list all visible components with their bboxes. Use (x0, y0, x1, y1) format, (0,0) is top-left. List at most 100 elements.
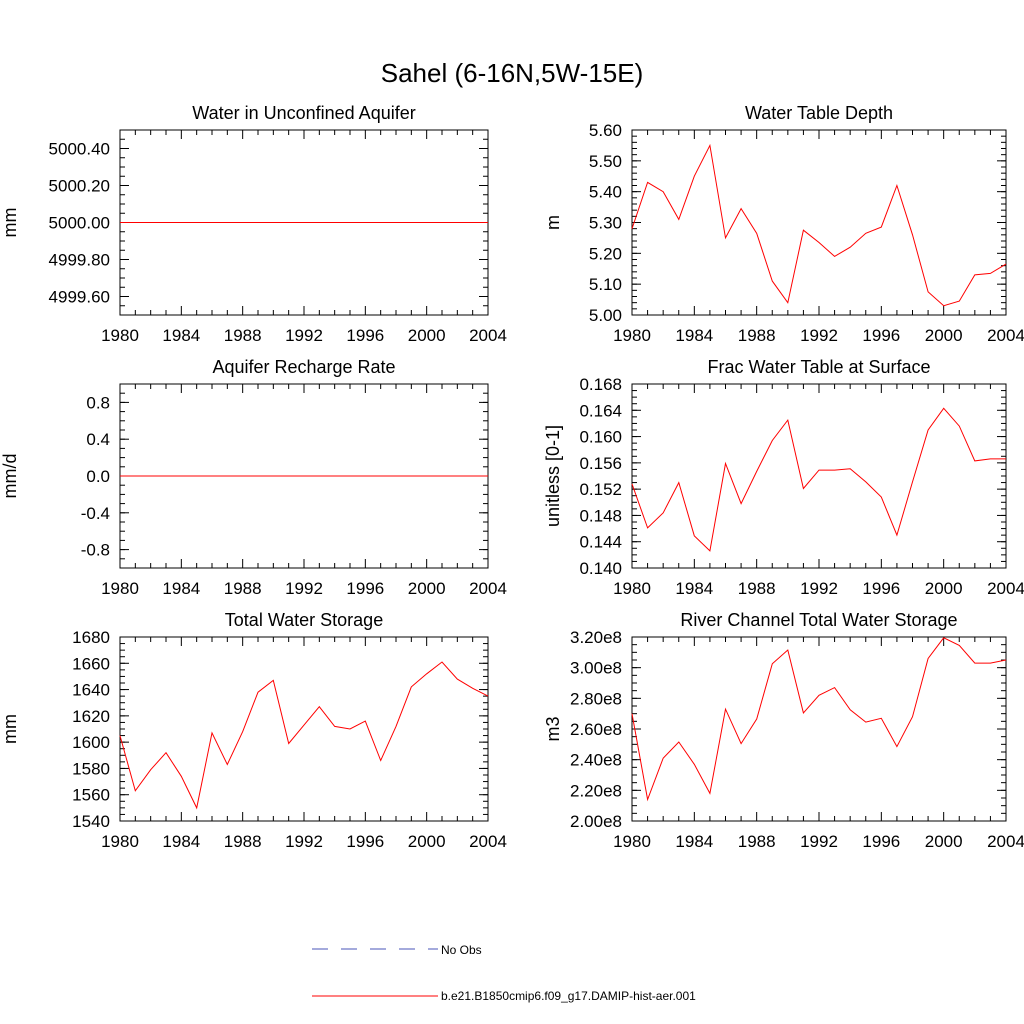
y-axis-label: mm (0, 208, 20, 238)
legend-label-model-run: b.e21.B1850cmip6.f09_g17.DAMIP-hist-aer.… (441, 989, 696, 1003)
x-tick-label: 1996 (346, 326, 384, 345)
x-tick-label: 2004 (987, 579, 1024, 598)
x-tick-label: 2000 (925, 832, 963, 851)
figure-title: Sahel (6-16N,5W-15E) (381, 58, 644, 88)
x-tick-label: 2004 (987, 326, 1024, 345)
x-tick-label: 1980 (613, 832, 651, 851)
x-tick-label: 2004 (469, 326, 507, 345)
y-tick-label: 2.00e8 (570, 812, 622, 831)
x-tick-label: 1988 (224, 832, 262, 851)
panel-total-water-storage: Total Water Storage 1980 1984 1988 1992 1996 2… (0, 610, 507, 851)
x-tick-label: 1996 (346, 579, 384, 598)
y-tick-label: 1560 (72, 786, 110, 805)
y-tick-label: 0.140 (579, 559, 622, 578)
y-axis-label: mm (0, 714, 20, 744)
y-tick-label: 1680 (72, 628, 110, 647)
x-tick-label: 2004 (469, 579, 507, 598)
y-tick-label: 4999.80 (49, 251, 110, 270)
y-tick-label: 0.160 (579, 428, 622, 447)
y-tick-label: 1640 (72, 681, 110, 700)
y-axis-label: m3 (543, 716, 563, 741)
x-tick-label: 1988 (738, 579, 776, 598)
y-tick-label: 3.20e8 (570, 628, 622, 647)
y-tick-label: 0.8 (86, 393, 110, 412)
x-tick-label: 1980 (101, 326, 139, 345)
x-tick-label: 1988 (224, 579, 262, 598)
y-tick-label: 1580 (72, 759, 110, 778)
y-tick-label: 5.30 (589, 214, 622, 233)
y-tick-label: -0.4 (81, 504, 110, 523)
panel-frac-water-table-at-surface: Frac Water Table at Surface 1980 1984 1988 1… (543, 357, 1024, 598)
plot-frame (631, 129, 1007, 316)
x-tick-label: 1984 (675, 326, 713, 345)
y-tick-label: 5.20 (589, 244, 622, 263)
x-tick-label: 1988 (738, 832, 776, 851)
panel-title: Aquifer Recharge Rate (212, 357, 395, 377)
panel-title: Water Table Depth (745, 103, 893, 123)
x-tick-label: 1992 (800, 326, 838, 345)
x-tick-label: 1984 (675, 832, 713, 851)
x-tick-label: 1992 (285, 832, 323, 851)
x-tick-label: 1980 (613, 579, 651, 598)
y-tick-label: 0.144 (579, 533, 622, 552)
y-tick-label: 1620 (72, 707, 110, 726)
y-tick-label: 1600 (72, 733, 110, 752)
y-tick-label: 5.50 (589, 152, 622, 171)
series-line (631, 637, 1007, 802)
series-line (119, 661, 489, 810)
x-tick-label: 1992 (285, 326, 323, 345)
panel-title: River Channel Total Water Storage (680, 610, 957, 630)
panel-water-in-unconfined-aquifer: Water in Unconfined Aquifer 1980 1984 1988 1… (0, 103, 507, 345)
panel-title: Frac Water Table at Surface (707, 357, 930, 377)
y-tick-label: 2.60e8 (570, 720, 622, 739)
legend-label-no-obs: No Obs (441, 943, 482, 957)
y-tick-label: 5.60 (589, 121, 622, 140)
y-tick-label: 0.0 (86, 467, 110, 486)
y-tick-label: 5000.40 (49, 140, 110, 159)
y-tick-label: 0.168 (579, 375, 622, 394)
y-tick-label: 1660 (72, 654, 110, 673)
y-tick-label: 5000.00 (49, 214, 110, 233)
y-tick-label: 5.10 (589, 275, 622, 294)
panel-aquifer-recharge-rate: Aquifer Recharge Rate 1980 1984 1988 1992 199… (0, 357, 507, 598)
x-tick-label: 1988 (224, 326, 262, 345)
x-tick-label: 1984 (162, 579, 200, 598)
y-axis-label: mm/d (0, 454, 20, 499)
series-line (631, 407, 1006, 552)
panels-group: Water in Unconfined Aquifer 1980 1984 1988 1… (0, 103, 1024, 851)
y-tick-label: -0.8 (81, 541, 110, 560)
y-axis-label: m (543, 215, 563, 230)
x-tick-label: 1984 (675, 579, 713, 598)
x-tick-label: 2000 (925, 326, 963, 345)
x-tick-label: 1992 (285, 579, 323, 598)
x-tick-label: 1984 (162, 326, 200, 345)
y-tick-label: 0.4 (86, 430, 110, 449)
y-tick-label: 1540 (72, 812, 110, 831)
x-tick-label: 1996 (862, 832, 900, 851)
y-tick-label: 0.156 (579, 454, 622, 473)
panel-title: Total Water Storage (225, 610, 383, 630)
y-axis-label: unitless [0-1] (543, 425, 563, 527)
panel-river-channel-total-water-storage: River Channel Total Water Storage 1980 198… (543, 610, 1024, 851)
x-tick-label: 1980 (613, 326, 651, 345)
x-tick-label: 2004 (987, 832, 1024, 851)
y-tick-label: 5.40 (589, 183, 622, 202)
x-tick-label: 2000 (925, 579, 963, 598)
panel-water-table-depth: Water Table Depth 1980 1984 1988 1992 1996 200… (543, 103, 1024, 345)
x-tick-label: 1996 (346, 832, 384, 851)
x-tick-label: 2004 (469, 832, 507, 851)
y-tick-label: 0.148 (579, 506, 622, 525)
y-tick-label: 3.00e8 (570, 659, 622, 678)
y-tick-label: 5000.20 (49, 177, 110, 196)
y-tick-label: 2.20e8 (570, 781, 622, 800)
x-tick-label: 2000 (408, 832, 446, 851)
y-tick-label: 4999.60 (49, 288, 110, 307)
x-tick-label: 1980 (101, 832, 139, 851)
x-tick-label: 1988 (738, 326, 776, 345)
series-line (631, 143, 1007, 307)
panel-title: Water in Unconfined Aquifer (192, 103, 415, 123)
x-tick-label: 1996 (862, 326, 900, 345)
y-tick-label: 5.00 (589, 306, 622, 325)
y-tick-label: 0.152 (579, 480, 622, 499)
